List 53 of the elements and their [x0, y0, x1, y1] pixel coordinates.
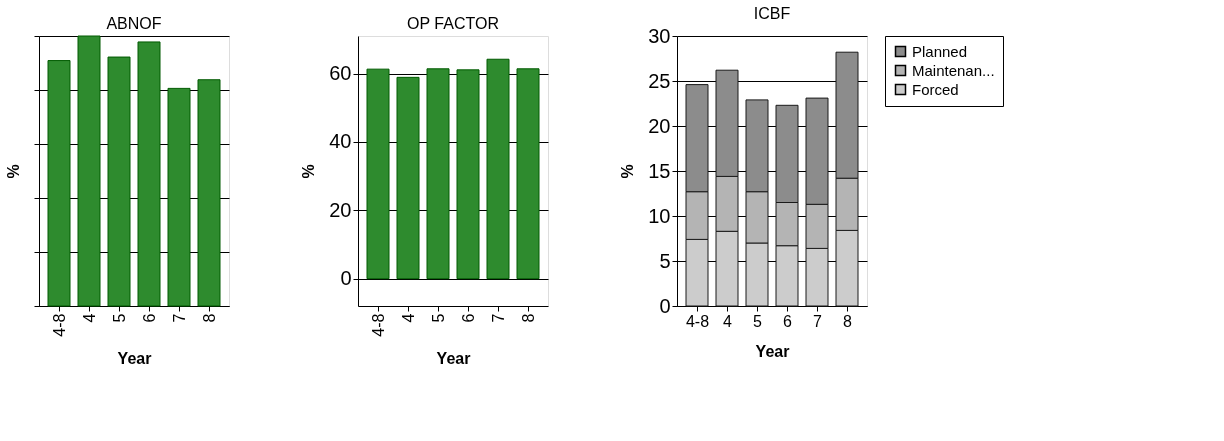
bar [77, 35, 101, 307]
legend-label: Forced [912, 80, 959, 98]
y-tick-label: 30 [648, 24, 671, 47]
bar [47, 60, 71, 307]
bar [197, 79, 221, 307]
bar [426, 68, 450, 280]
y-tick-label: 15 [648, 159, 671, 182]
y-axis-title: % [5, 164, 22, 179]
bar [516, 68, 540, 280]
x-tick-label: 6 [783, 312, 793, 330]
x-tick-label: 4 [723, 312, 733, 330]
y-axis-title: % [619, 164, 637, 179]
x-tick-label: 6 [459, 313, 477, 323]
bar [396, 76, 420, 280]
x-tick-label: 4 [80, 313, 98, 323]
y-axis-title: % [300, 164, 318, 179]
x-tick-label: 7 [170, 313, 188, 323]
legend-label: Planned [912, 42, 968, 60]
x-tick-label: 5 [110, 313, 128, 323]
x-tick-label: 8 [519, 313, 537, 323]
x-tick-label: 8 [843, 312, 853, 330]
x-tick-label: 4 [399, 313, 417, 323]
chart-title: OP FACTOR [407, 15, 499, 32]
x-tick-label: 4-8 [50, 313, 68, 337]
x-tick-label: 7 [813, 312, 823, 330]
x-axis-title: Year [755, 342, 790, 360]
y-tick-label: 25 [648, 69, 671, 92]
x-tick-label: 7 [489, 313, 507, 323]
legend-label: Maintenan... [912, 61, 995, 79]
y-tick-label: 5 [659, 249, 671, 272]
x-tick-label: 6 [140, 313, 158, 323]
x-axis-title: Year [436, 349, 471, 367]
x-axis-title: Year [117, 349, 152, 367]
y-tick-label: 20 [648, 114, 671, 137]
bar [366, 68, 390, 280]
x-tick-label: 4-8 [685, 312, 710, 330]
bar [107, 56, 131, 307]
bar [456, 69, 480, 280]
bar [167, 87, 191, 307]
bar [486, 58, 510, 280]
y-tick-label: 60 [329, 62, 352, 85]
chart-title: ICBF [753, 5, 791, 22]
y-tick-label: 0 [340, 267, 352, 290]
bar [137, 41, 161, 307]
x-tick-label: 8 [200, 313, 218, 323]
y-tick-label: 20 [329, 198, 352, 221]
y-tick-label: 40 [329, 130, 352, 153]
x-tick-label: 5 [429, 313, 447, 323]
y-tick-label: 0 [659, 294, 671, 317]
chart-title: ABNOF [106, 14, 162, 32]
x-tick-label: 4-8 [369, 313, 387, 337]
y-tick-label: 10 [648, 204, 671, 227]
x-tick-label: 5 [753, 312, 763, 330]
